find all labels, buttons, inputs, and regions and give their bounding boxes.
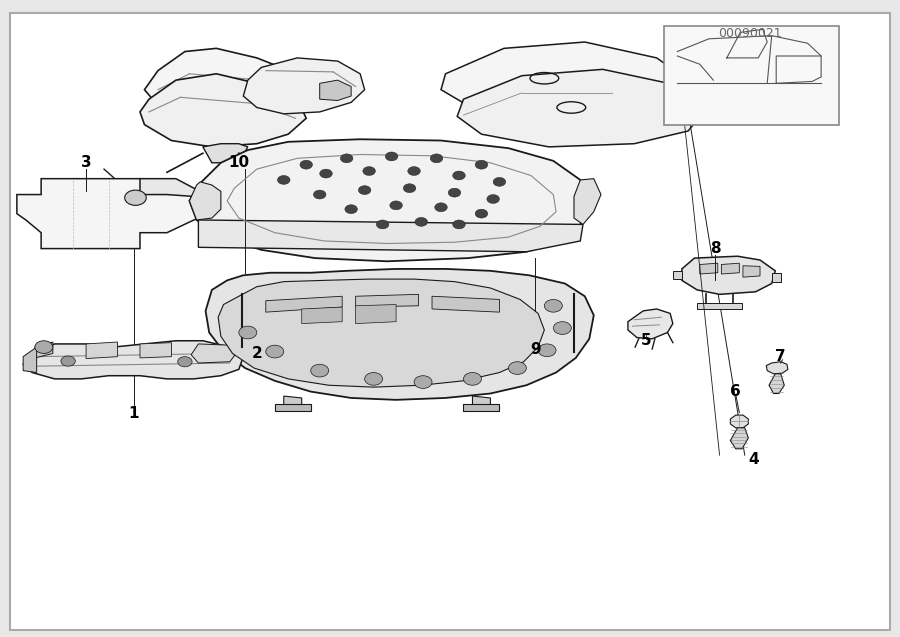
- Circle shape: [464, 373, 482, 385]
- Circle shape: [508, 362, 526, 375]
- Polygon shape: [205, 269, 594, 400]
- Polygon shape: [284, 396, 302, 411]
- Circle shape: [266, 345, 284, 358]
- Polygon shape: [441, 42, 688, 118]
- Polygon shape: [673, 271, 682, 279]
- Circle shape: [277, 175, 290, 184]
- Circle shape: [414, 376, 432, 389]
- Polygon shape: [189, 140, 590, 261]
- Polygon shape: [191, 344, 236, 363]
- Circle shape: [125, 190, 147, 205]
- Circle shape: [340, 154, 353, 163]
- Polygon shape: [218, 279, 544, 387]
- Polygon shape: [266, 296, 342, 312]
- Polygon shape: [194, 191, 220, 201]
- Text: 6: 6: [731, 384, 741, 399]
- Circle shape: [415, 217, 428, 226]
- Polygon shape: [771, 273, 780, 282]
- Circle shape: [320, 169, 332, 178]
- Text: 10: 10: [229, 155, 249, 170]
- Circle shape: [177, 357, 192, 367]
- Text: 9: 9: [530, 341, 541, 357]
- Polygon shape: [682, 256, 775, 294]
- Circle shape: [453, 220, 465, 229]
- Circle shape: [345, 204, 357, 213]
- Circle shape: [544, 299, 562, 312]
- Circle shape: [435, 203, 447, 211]
- Polygon shape: [140, 343, 171, 358]
- Polygon shape: [302, 307, 342, 324]
- Polygon shape: [35, 342, 53, 358]
- Polygon shape: [320, 80, 351, 101]
- Circle shape: [313, 190, 326, 199]
- Circle shape: [35, 341, 53, 354]
- Circle shape: [448, 188, 461, 197]
- Polygon shape: [698, 303, 742, 309]
- Circle shape: [390, 201, 402, 210]
- Circle shape: [554, 322, 572, 334]
- Polygon shape: [17, 178, 212, 248]
- Circle shape: [385, 152, 398, 161]
- Polygon shape: [198, 220, 583, 252]
- Circle shape: [487, 194, 500, 203]
- Circle shape: [363, 167, 375, 175]
- Circle shape: [493, 177, 506, 186]
- Polygon shape: [274, 404, 310, 411]
- Circle shape: [538, 344, 556, 357]
- Polygon shape: [23, 347, 37, 373]
- Text: 8: 8: [710, 241, 720, 256]
- Polygon shape: [356, 304, 396, 324]
- Polygon shape: [628, 309, 673, 339]
- Polygon shape: [574, 178, 601, 224]
- Polygon shape: [722, 263, 740, 274]
- Polygon shape: [731, 428, 748, 449]
- Text: 2: 2: [251, 346, 262, 361]
- Polygon shape: [766, 362, 788, 374]
- Circle shape: [475, 161, 488, 169]
- Polygon shape: [472, 396, 490, 411]
- Polygon shape: [202, 144, 248, 163]
- Polygon shape: [464, 404, 500, 411]
- Circle shape: [238, 326, 256, 339]
- Polygon shape: [23, 341, 243, 379]
- Polygon shape: [145, 48, 310, 125]
- Polygon shape: [700, 263, 718, 274]
- Polygon shape: [769, 374, 784, 394]
- Circle shape: [403, 183, 416, 192]
- Polygon shape: [731, 415, 748, 428]
- Polygon shape: [140, 74, 306, 147]
- Text: 4: 4: [749, 452, 759, 467]
- Polygon shape: [189, 182, 220, 220]
- Polygon shape: [432, 296, 500, 312]
- Text: 1: 1: [129, 406, 139, 421]
- Circle shape: [475, 209, 488, 218]
- Polygon shape: [86, 342, 118, 359]
- Text: 00090021: 00090021: [718, 27, 782, 40]
- Text: 3: 3: [81, 155, 92, 170]
- Polygon shape: [742, 266, 760, 277]
- FancyBboxPatch shape: [10, 13, 890, 630]
- Polygon shape: [457, 69, 706, 147]
- Circle shape: [300, 161, 312, 169]
- Polygon shape: [131, 178, 266, 217]
- Circle shape: [364, 373, 382, 385]
- Polygon shape: [243, 58, 365, 114]
- Text: 7: 7: [776, 349, 786, 364]
- Bar: [664, 26, 839, 125]
- Circle shape: [408, 167, 420, 175]
- Circle shape: [61, 356, 76, 366]
- Polygon shape: [356, 294, 418, 307]
- Circle shape: [376, 220, 389, 229]
- Circle shape: [453, 171, 465, 180]
- Circle shape: [310, 364, 328, 377]
- Circle shape: [430, 154, 443, 163]
- Circle shape: [358, 185, 371, 194]
- Text: 5: 5: [641, 333, 652, 348]
- Polygon shape: [225, 191, 248, 201]
